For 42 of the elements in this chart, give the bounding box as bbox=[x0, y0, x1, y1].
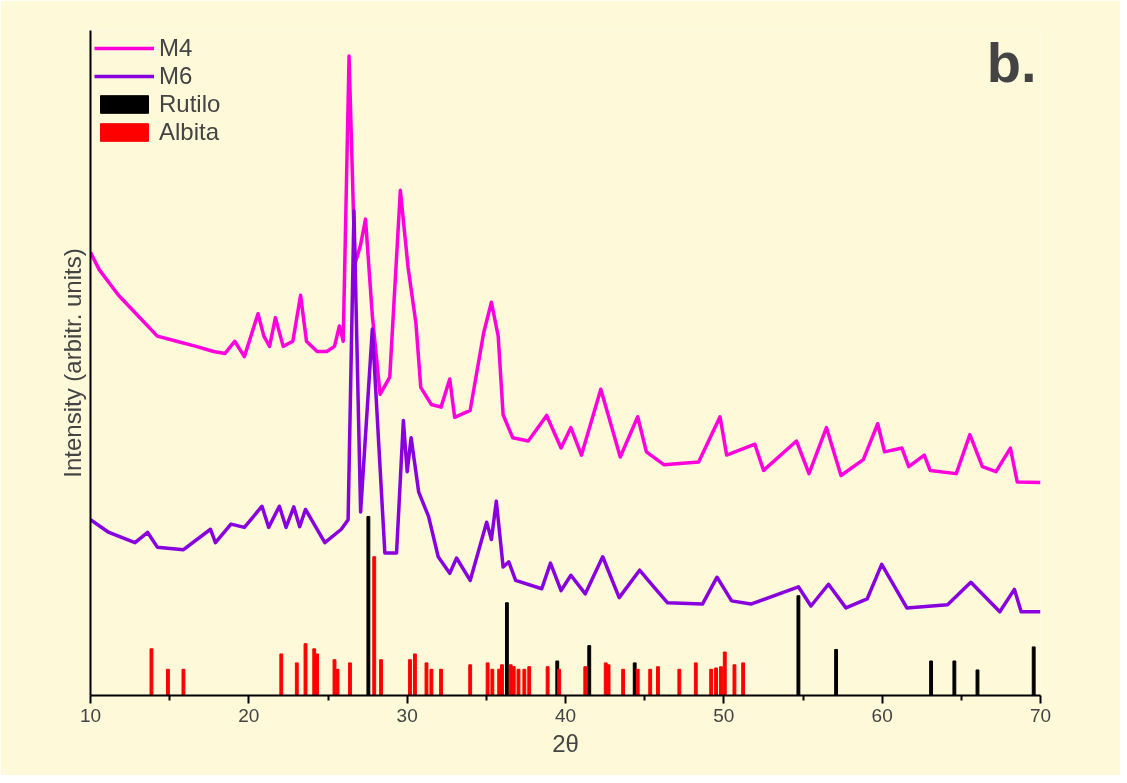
x-tick-label: 50 bbox=[713, 704, 735, 726]
bar bbox=[485, 662, 490, 696]
x-tick-label: 10 bbox=[79, 704, 102, 726]
bar bbox=[545, 666, 550, 696]
bar bbox=[424, 662, 429, 696]
bar bbox=[166, 668, 170, 696]
x-axis-title: 2θ bbox=[552, 729, 579, 757]
bar bbox=[332, 659, 337, 696]
legend-label: Rutilo bbox=[159, 90, 221, 118]
bar bbox=[149, 648, 154, 696]
x-tick-label: 30 bbox=[396, 704, 418, 726]
bar bbox=[372, 556, 377, 696]
bar bbox=[656, 666, 660, 696]
bar bbox=[732, 664, 737, 696]
y-axis-title: Intensity (arbitr. units) bbox=[58, 248, 86, 478]
bar bbox=[741, 662, 746, 696]
legend-label: M6 bbox=[159, 62, 193, 90]
bar bbox=[439, 668, 443, 696]
bar bbox=[181, 668, 186, 696]
bar bbox=[583, 666, 588, 696]
bar bbox=[709, 668, 714, 696]
bar bbox=[693, 662, 698, 696]
bar bbox=[722, 651, 727, 696]
bar bbox=[294, 662, 299, 696]
legend-label: Albita bbox=[159, 118, 220, 146]
x-tick-label: 40 bbox=[554, 704, 577, 726]
bar bbox=[557, 668, 562, 696]
annotation: b. bbox=[986, 30, 1037, 94]
bar bbox=[621, 668, 626, 696]
bar bbox=[677, 668, 682, 696]
bar bbox=[635, 668, 640, 696]
x-tick-label: 70 bbox=[1029, 704, 1052, 726]
x-tick-label: 20 bbox=[238, 704, 260, 726]
legend-label: M4 bbox=[159, 34, 193, 62]
x-tick-label: 60 bbox=[871, 704, 893, 726]
bar bbox=[348, 662, 352, 696]
bar bbox=[279, 653, 284, 696]
bar bbox=[500, 664, 504, 696]
bar bbox=[379, 659, 383, 696]
bar bbox=[468, 664, 473, 696]
bar bbox=[303, 643, 308, 696]
bar bbox=[648, 668, 653, 696]
